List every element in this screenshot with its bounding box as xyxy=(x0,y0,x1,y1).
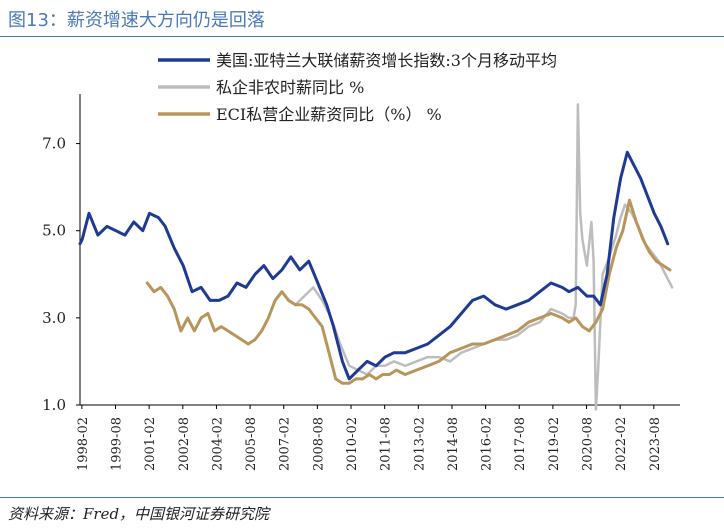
x-tick-label: 2008-08 xyxy=(311,417,326,471)
x-tick-label: 2010-02 xyxy=(345,417,360,471)
legend-label: 私企非农时薪同比 % xyxy=(216,78,364,97)
title-divider xyxy=(0,36,724,37)
x-tick-label: 2023-08 xyxy=(648,417,663,471)
x-tick-label: 2013-02 xyxy=(412,417,427,471)
chart-title: 图13：薪资增速大方向仍是回落 xyxy=(8,10,265,31)
x-tick-label: 2017-08 xyxy=(513,417,528,471)
x-tick-label: 2011-08 xyxy=(379,417,394,471)
line-chart: 1.0 3.0 5.0 7.0 1998-02 1999-08 2001-02 2002-08… xyxy=(42,51,680,471)
series-line-1 xyxy=(78,150,670,381)
x-tick-label: 2005-08 xyxy=(244,417,259,471)
x-tick-label: 2002-08 xyxy=(177,417,192,471)
x-tick-label: 2020-08 xyxy=(581,417,596,471)
x-tick-label: 2022-02 xyxy=(614,417,629,471)
x-tick-label: 2004-02 xyxy=(210,417,225,471)
x-tick-label: 1999-08 xyxy=(110,417,125,471)
y-tick-label: 3.0 xyxy=(42,309,66,327)
series-line-2 xyxy=(280,103,674,411)
x-tick-label: 2019-02 xyxy=(547,417,562,471)
series-lines xyxy=(78,103,674,411)
series-line-3 xyxy=(145,198,672,385)
legend-label: 美国:亚特兰大联储薪资增长指数:3个月移动平均 xyxy=(216,51,557,70)
legend-label: ECI私营企业薪资同比（%） % xyxy=(216,105,442,124)
x-tick-label: 2016-02 xyxy=(480,417,495,471)
y-tick-label: 7.0 xyxy=(42,135,66,153)
x-tick-label: 2007-02 xyxy=(278,417,293,471)
x-tick-label: 2001-02 xyxy=(143,417,158,471)
y-tick-label: 1.0 xyxy=(42,396,66,414)
y-tick-label: 5.0 xyxy=(42,222,66,240)
axes: 1.0 3.0 5.0 7.0 1998-02 1999-08 2001-02 2002-08… xyxy=(42,94,680,471)
source-note: 资料来源：Fred，中国银河证券研究院 xyxy=(8,505,270,523)
x-tick-label: 2014-08 xyxy=(446,417,461,471)
source-divider xyxy=(0,497,724,498)
x-tick-label: 1998-02 xyxy=(76,417,91,471)
